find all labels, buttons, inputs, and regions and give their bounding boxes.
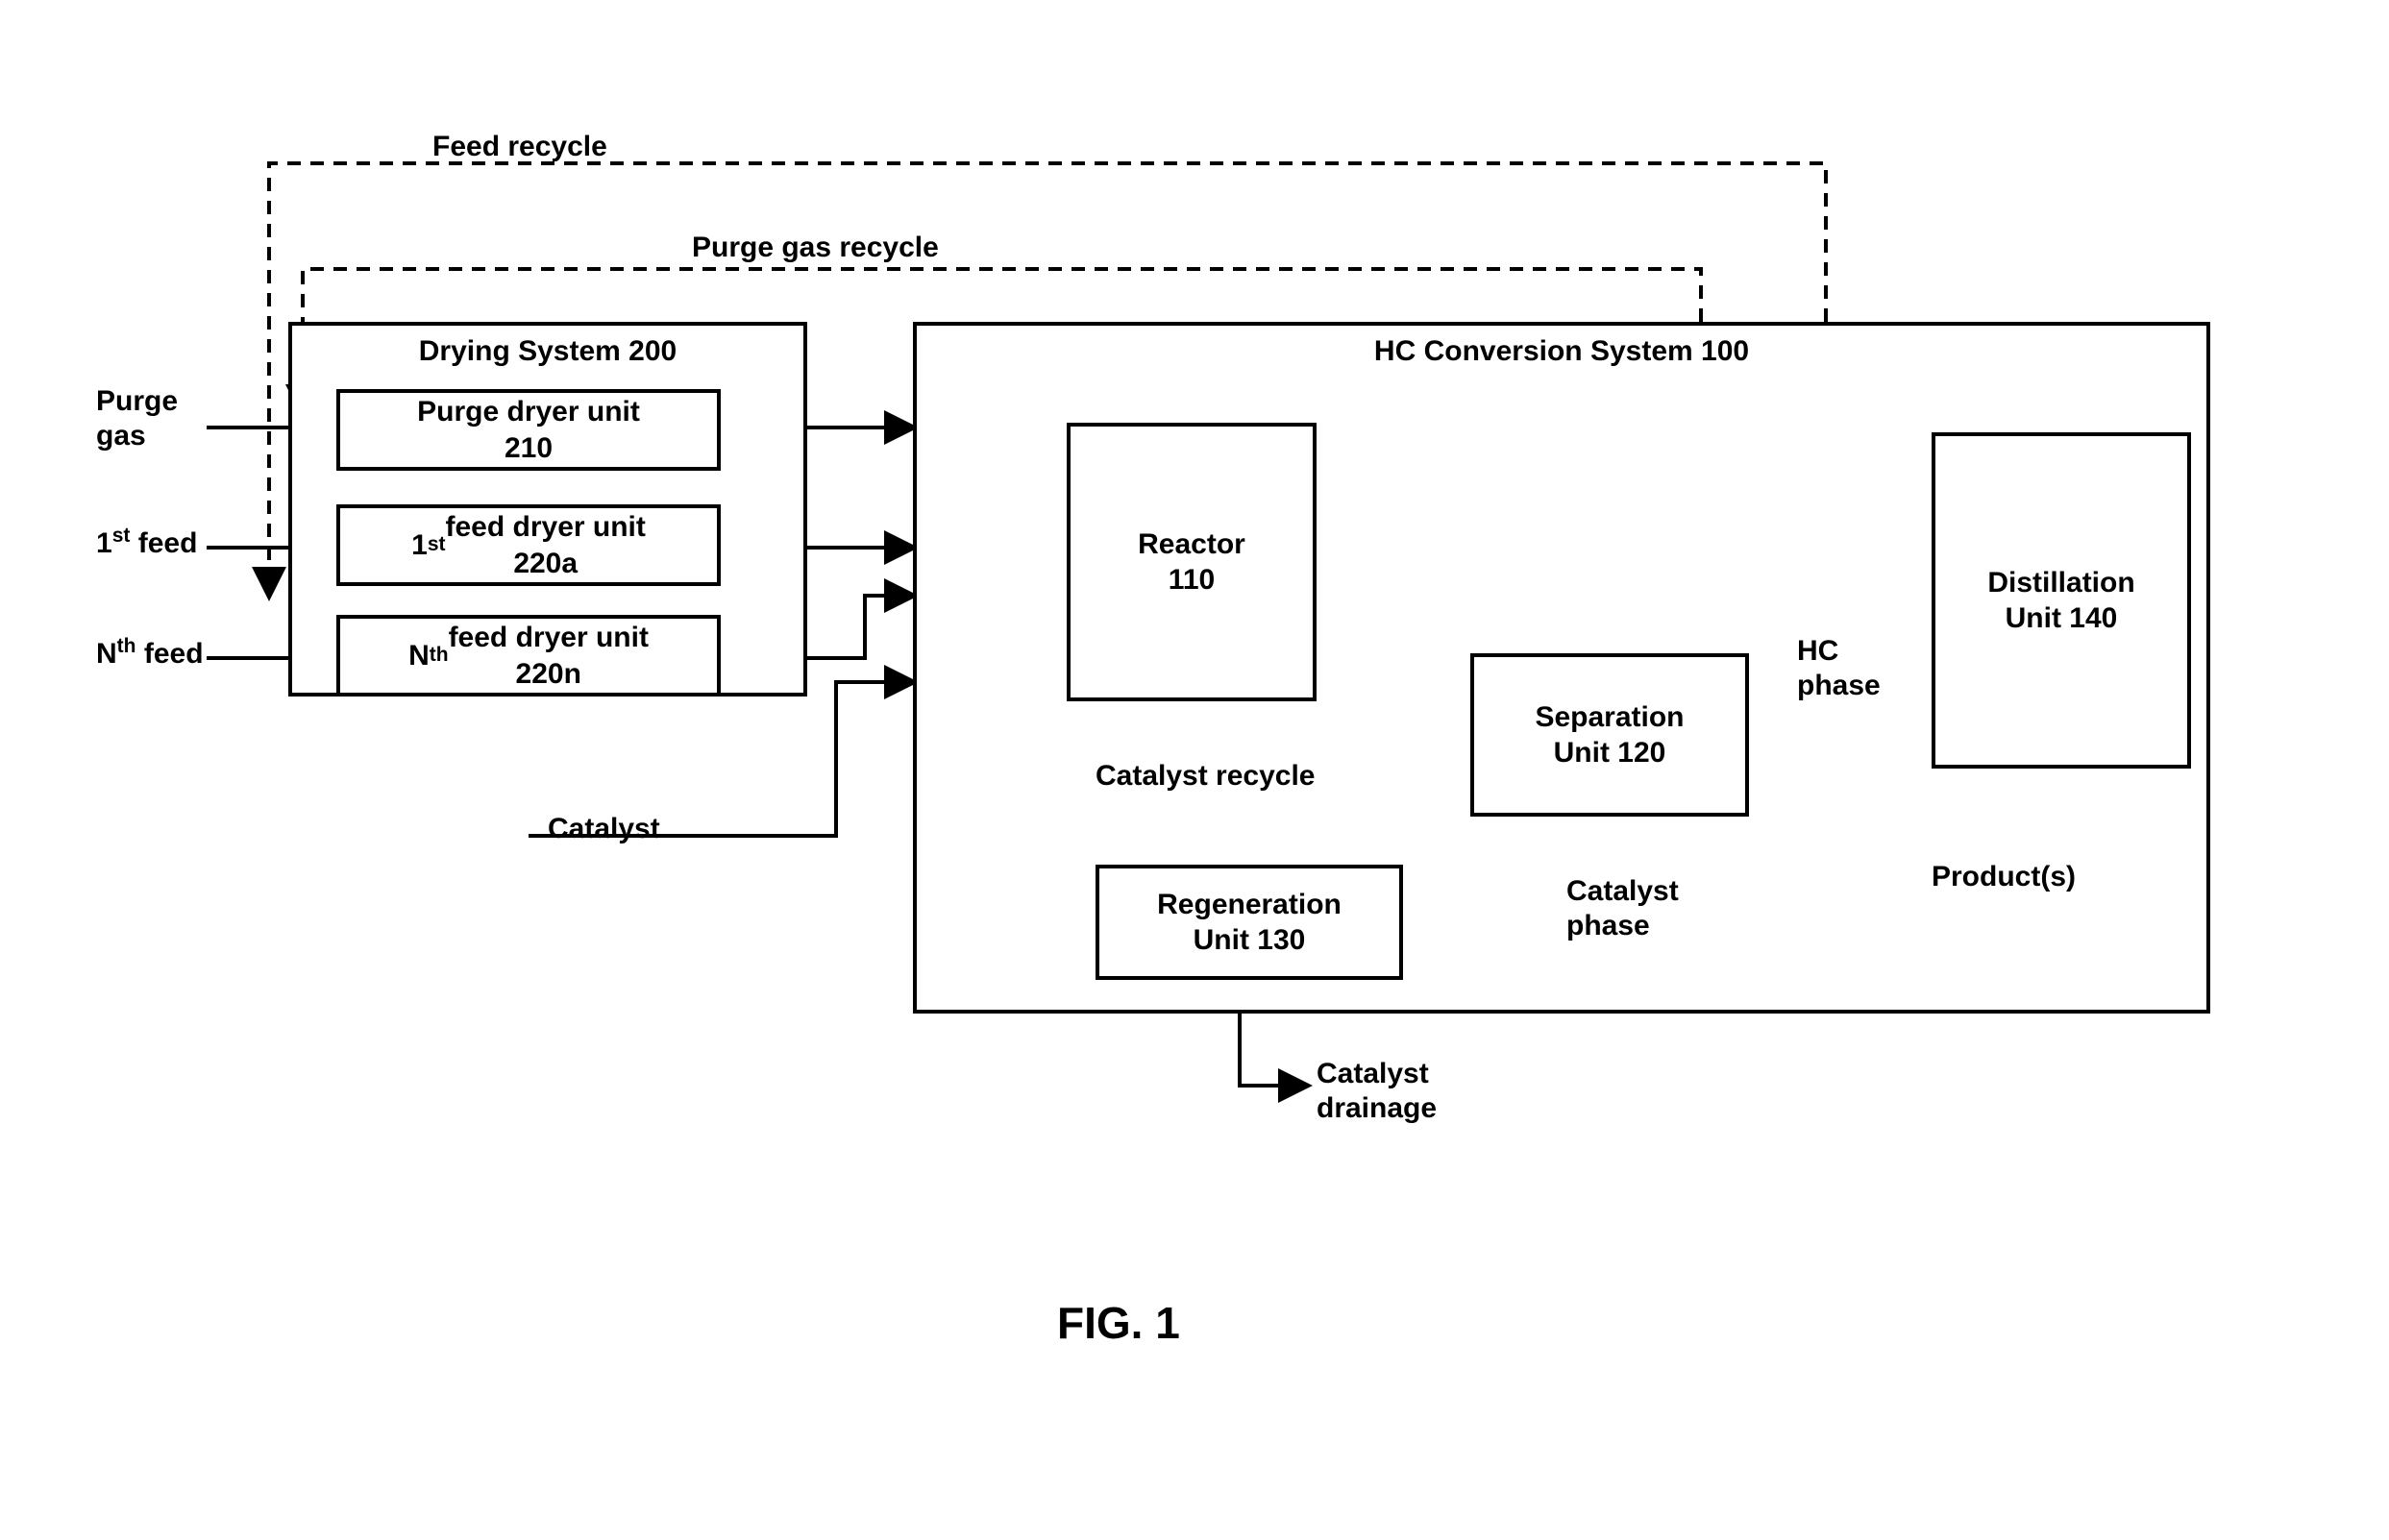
reactor-box: Reactor110 [1067, 423, 1317, 701]
label-hc-phase: HCphase [1797, 634, 1881, 703]
nth-feed-dryer-box: Nth feed dryer unit220n [336, 615, 721, 697]
label-first-feed: 1st feed [96, 524, 197, 561]
purge-dryer-box: Purge dryer unit210 [336, 389, 721, 471]
label-catalyst-in: Catalyst [548, 812, 660, 846]
label-nth-feed: Nth feed [96, 634, 204, 672]
separation-box: SeparationUnit 120 [1470, 653, 1749, 817]
label-purge-recycle: Purge gas recycle [692, 231, 939, 265]
label-catalyst-phase: Catalystphase [1566, 874, 1679, 943]
label-feed-recycle: Feed recycle [432, 130, 607, 164]
regeneration-box: RegenerationUnit 130 [1096, 865, 1403, 980]
label-catalyst-drain: Catalystdrainage [1317, 1057, 1437, 1126]
label-products: Product(s) [1932, 860, 2076, 894]
first-feed-dryer-box: 1st feed dryer unit220a [336, 504, 721, 586]
distillation-box: DistillationUnit 140 [1932, 432, 2191, 769]
figure-caption: FIG. 1 [1057, 1297, 1180, 1349]
label-purge-gas: Purgegas [96, 384, 178, 453]
label-catalyst-recycle: Catalyst recycle [1096, 759, 1316, 794]
diagram-canvas: Drying System 200 Purge dryer unit210 1s… [0, 0, 2389, 1540]
